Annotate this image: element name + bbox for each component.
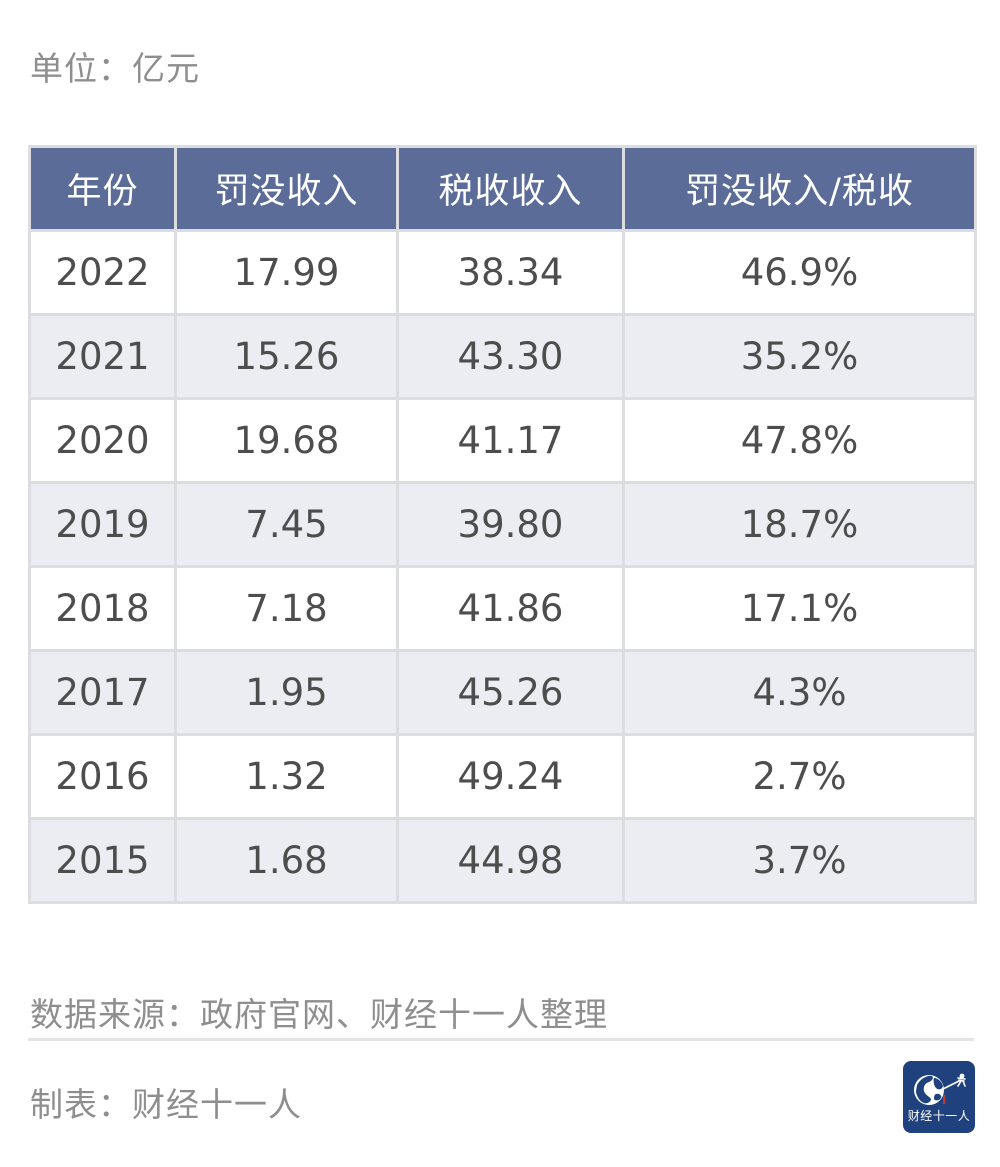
cell-ratio: 35.2%: [622, 313, 977, 400]
cell-fine: 15.26: [174, 313, 399, 400]
cell-fine: 1.32: [174, 733, 399, 820]
cell-year: 2021: [28, 313, 177, 400]
cell-ratio: 3.7%: [622, 817, 977, 904]
cell-tax: 45.26: [396, 649, 625, 736]
cell-year: 2015: [28, 817, 177, 904]
cell-fine: 1.95: [174, 649, 399, 736]
globe-runner-icon: [914, 1073, 966, 1105]
caijing-eleven-logo: 财经十一人: [903, 1061, 975, 1133]
table-row: 2018 7.18 41.86 17.1%: [28, 565, 977, 652]
header-tax-income: 税收收入: [396, 145, 625, 232]
header-ratio: 罚没收入/税收: [622, 145, 977, 232]
cell-year: 2018: [28, 565, 177, 652]
cell-ratio: 17.1%: [622, 565, 977, 652]
header-fine-income: 罚没收入: [174, 145, 399, 232]
cell-tax: 39.80: [396, 481, 625, 568]
table-row: 2016 1.32 49.24 2.7%: [28, 733, 977, 820]
table-row: 2021 15.26 43.30 35.2%: [28, 313, 977, 400]
cell-year: 2019: [28, 481, 177, 568]
cell-ratio: 46.9%: [622, 229, 977, 316]
table-row: 2017 1.95 45.26 4.3%: [28, 649, 977, 736]
table-row: 2020 19.68 41.17 47.8%: [28, 397, 977, 484]
cell-fine: 7.45: [174, 481, 399, 568]
table-row: 2015 1.68 44.98 3.7%: [28, 817, 977, 904]
cell-ratio: 47.8%: [622, 397, 977, 484]
cell-ratio: 18.7%: [622, 481, 977, 568]
cell-year: 2016: [28, 733, 177, 820]
table-maker-note: 制表：财经十一人: [30, 1085, 302, 1124]
cell-year: 2017: [28, 649, 177, 736]
cell-fine: 19.68: [174, 397, 399, 484]
fines-vs-tax-table: 年份 罚没收入 税收收入 罚没收入/税收 2022 17.99 38.34 46…: [28, 145, 977, 904]
cell-fine: 1.68: [174, 817, 399, 904]
table-row: 2022 17.99 38.34 46.9%: [28, 229, 977, 316]
header-year: 年份: [28, 145, 177, 232]
cell-ratio: 2.7%: [622, 733, 977, 820]
logo-text: 财经十一人: [907, 1109, 971, 1123]
footer-divider: [28, 1038, 974, 1041]
cell-tax: 41.17: [396, 397, 625, 484]
cell-tax: 43.30: [396, 313, 625, 400]
cell-year: 2020: [28, 397, 177, 484]
cell-tax: 49.24: [396, 733, 625, 820]
data-source-note: 数据来源：政府官网、财经十一人整理: [30, 995, 608, 1034]
table-row: 2019 7.45 39.80 18.7%: [28, 481, 977, 568]
unit-label: 单位：亿元: [30, 49, 200, 88]
cell-fine: 17.99: [174, 229, 399, 316]
cell-ratio: 4.3%: [622, 649, 977, 736]
cell-tax: 41.86: [396, 565, 625, 652]
table-header-row: 年份 罚没收入 税收收入 罚没收入/税收: [28, 145, 977, 232]
cell-year: 2022: [28, 229, 177, 316]
cell-tax: 38.34: [396, 229, 625, 316]
cell-tax: 44.98: [396, 817, 625, 904]
cell-fine: 7.18: [174, 565, 399, 652]
